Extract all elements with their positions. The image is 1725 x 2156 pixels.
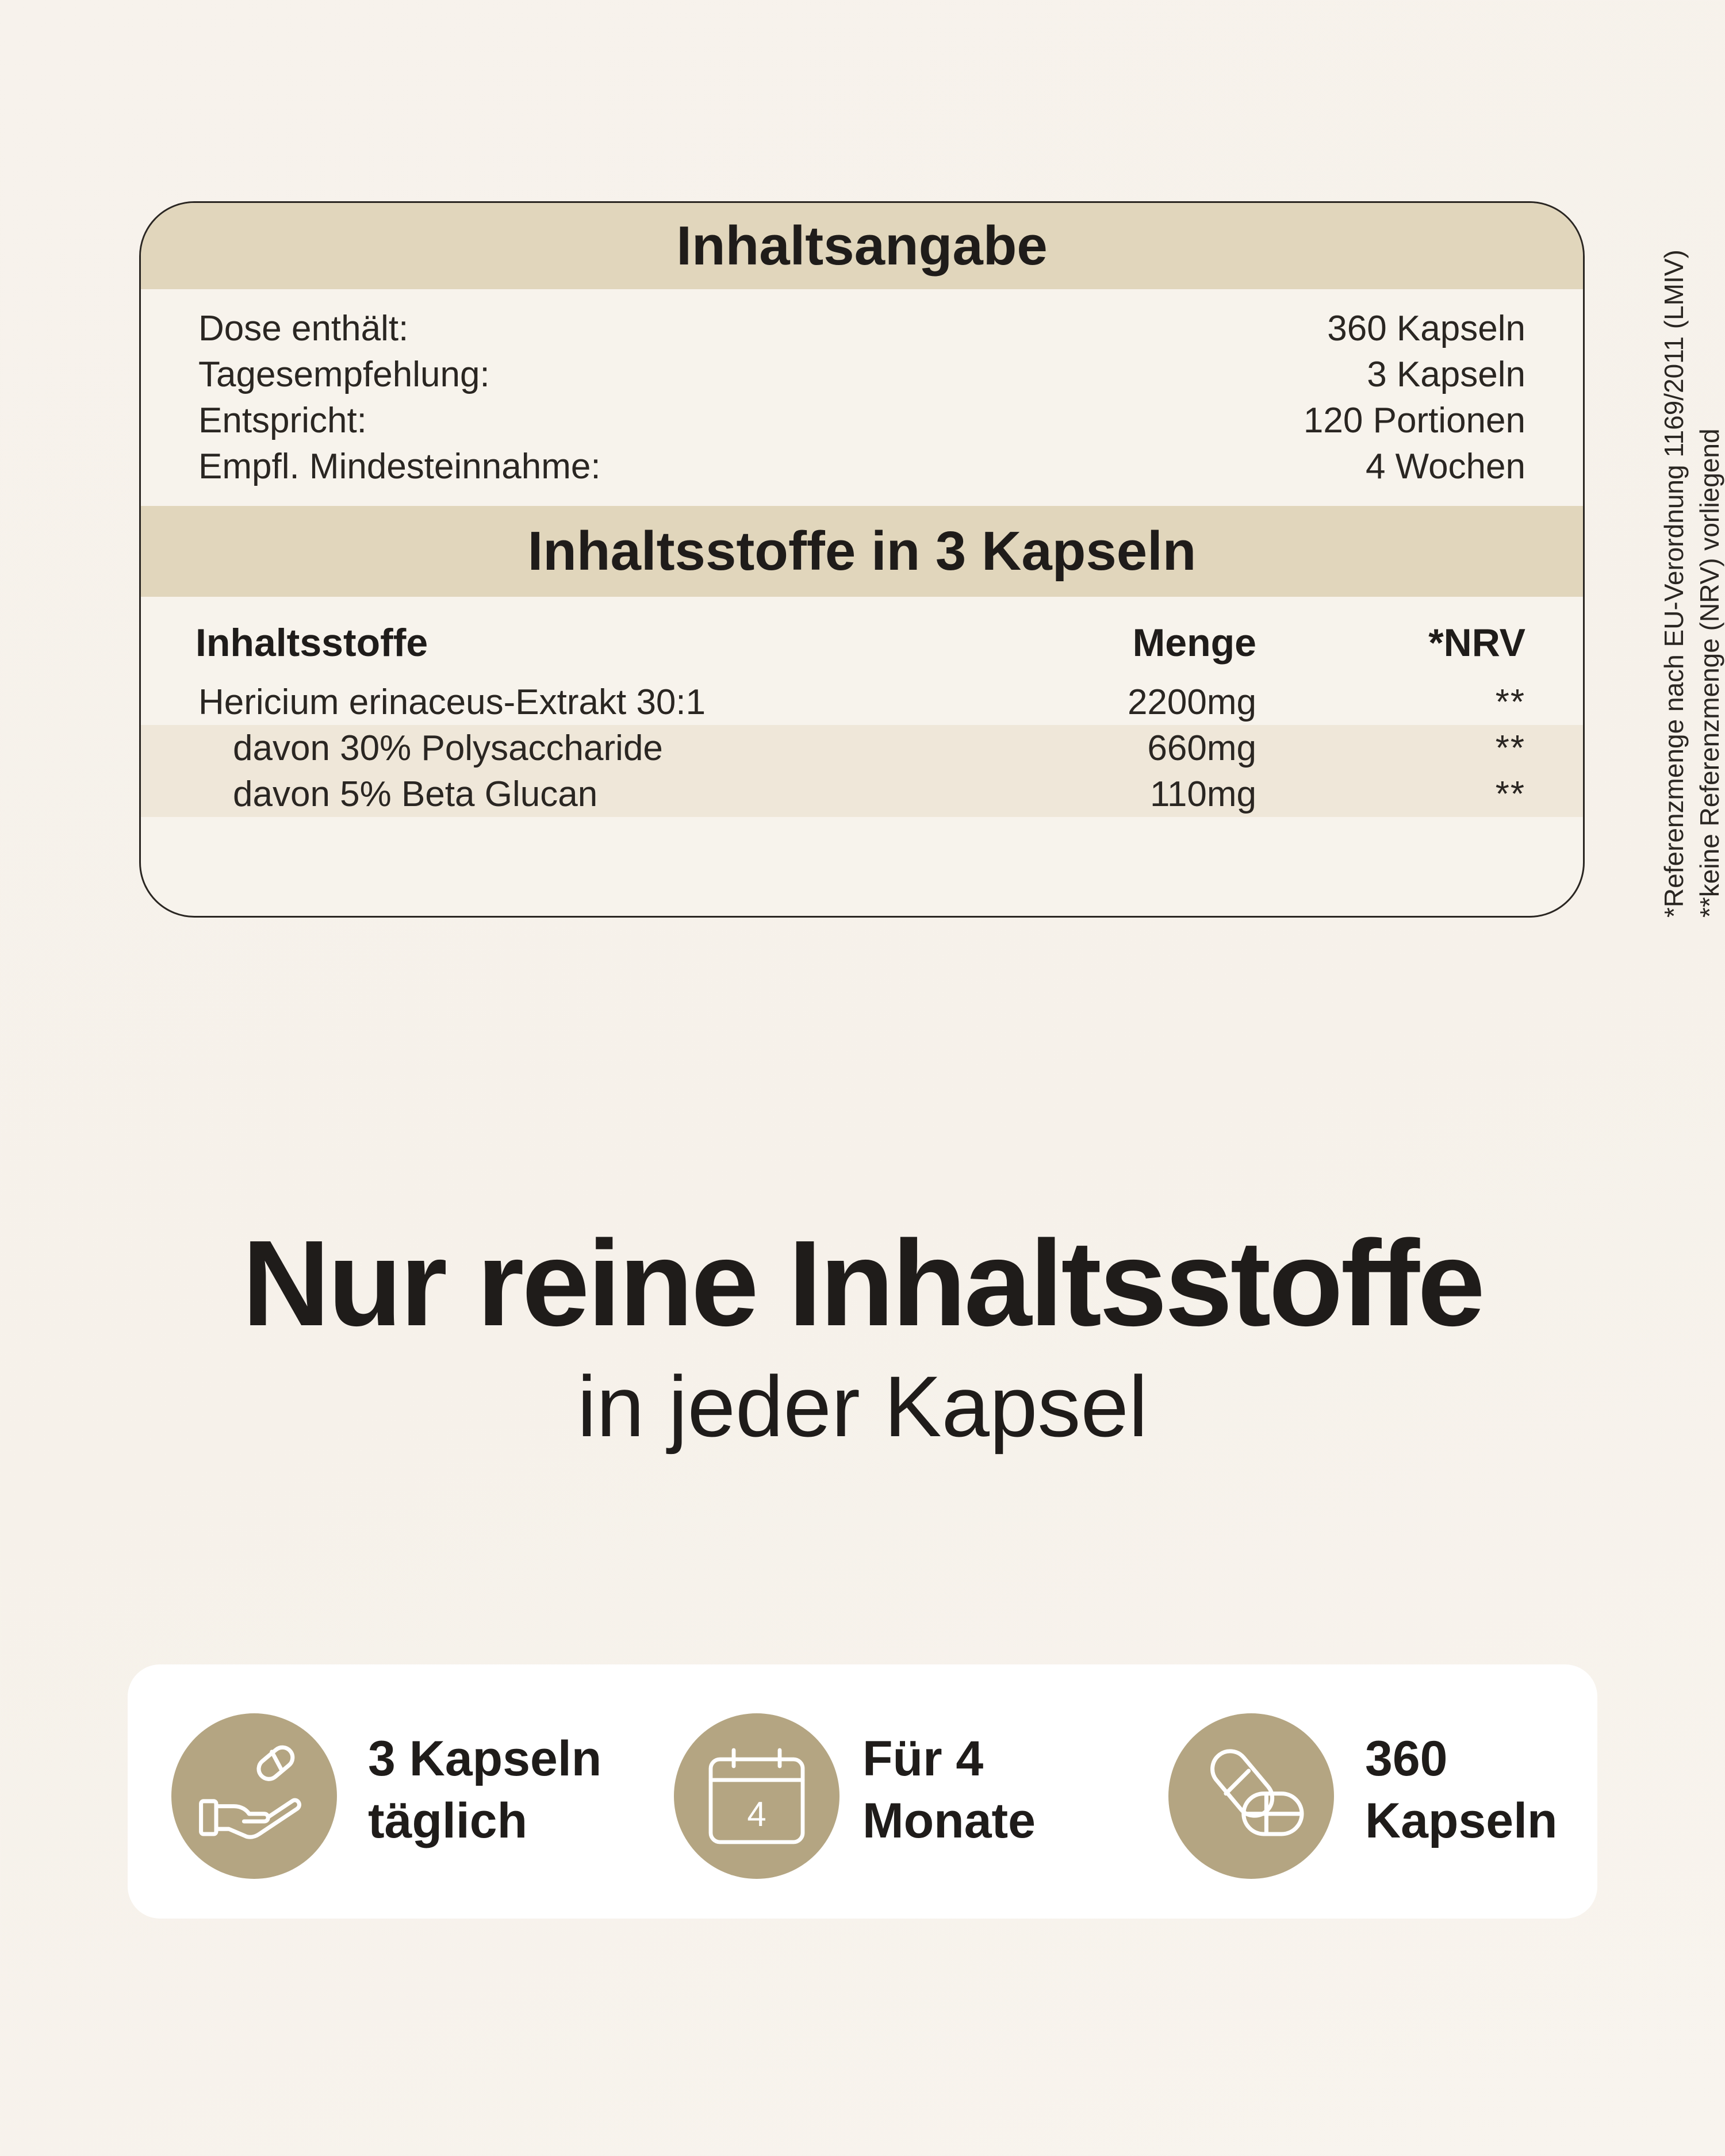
info-value: 3 Kapseln [1367, 354, 1525, 394]
info-value: 120 Portionen [1303, 400, 1525, 440]
ingredient-amount: 110mg [1150, 774, 1256, 814]
ingredient-row: davon 30% Polysaccharide 660mg ** [141, 725, 1583, 771]
feature-line: täglich [368, 1793, 528, 1848]
info-value: 4 Wochen [1365, 446, 1525, 486]
feature-line: 3 Kapseln [368, 1731, 602, 1786]
ingredient-row: Hericium erinaceus-Extrakt 30:1 2200mg *… [141, 679, 1583, 725]
info-label: Dose enthält: [198, 308, 409, 348]
ingredient-amount: 660mg [1147, 728, 1256, 768]
capsules-icon [1210, 1749, 1304, 1836]
feature-label: 3 Kapseln täglich [368, 1728, 601, 1852]
info-row: Entspricht: 120 Portionen [198, 397, 1525, 443]
ingredient-name: davon 30% Polysaccharide [233, 728, 663, 768]
ingredient-amount: 2200mg [1127, 682, 1256, 722]
feature-label: 360 Kapseln [1365, 1728, 1558, 1852]
footnotes: *Referenzmenge nach EU-Verordnung 1169/2… [1656, 193, 1725, 918]
info-row: Tagesempfehlung: 3 Kapseln [198, 351, 1525, 397]
feature-capsule-count: 360 Kapseln [1117, 1664, 1597, 1919]
ingredient-name: davon 5% Beta Glucan [233, 774, 598, 814]
footnote-no-reference: **keine Referenzmenge (NRV) vorliegend [1695, 428, 1724, 918]
ingredient-name: Hericium erinaceus-Extrakt 30:1 [198, 682, 706, 722]
nutrition-panel: Inhaltsangabe Dose enthält: 360 Kapseln … [139, 201, 1585, 918]
calendar-number: 4 [747, 1795, 766, 1833]
icon-circle: 4 [674, 1713, 839, 1879]
info-value: 360 Kapseln [1327, 308, 1525, 348]
icon-circle [171, 1713, 337, 1879]
feature-line: 360 [1365, 1731, 1448, 1786]
feature-line: Monate [862, 1793, 1036, 1848]
panel-title: Inhaltsangabe [141, 203, 1583, 289]
info-label: Entspricht: [198, 400, 367, 440]
ingredient-row: davon 5% Beta Glucan 110mg ** [141, 771, 1583, 817]
ingredient-nrv: ** [1495, 682, 1525, 722]
column-header-name: Inhaltsstoffe [195, 621, 428, 665]
subheadline: in jeder Kapsel [577, 1358, 1148, 1455]
info-row: Dose enthält: 360 Kapseln [198, 305, 1525, 351]
ingredient-nrv: ** [1495, 774, 1525, 814]
feature-daily-dose: 3 Kapseln täglich [128, 1664, 622, 1919]
feature-line: Für 4 [862, 1731, 984, 1786]
info-label: Empfl. Mindesteinnahme: [198, 446, 601, 486]
feature-duration: 4 Für 4 Monate [622, 1664, 1117, 1919]
ingredients-title: Inhaltsstoffe in 3 Kapseln [141, 506, 1583, 597]
headline: Nur reine Inhaltsstoffe [242, 1215, 1485, 1351]
info-row: Empfl. Mindesteinnahme: 4 Wochen [198, 443, 1525, 489]
feature-line: Kapseln [1365, 1793, 1558, 1848]
ingredient-nrv: ** [1495, 728, 1525, 768]
info-label: Tagesempfehlung: [198, 354, 490, 394]
hand-capsule-icon [199, 1745, 301, 1839]
feature-strip: 3 Kapseln täglich 4 Für 4 Monate [128, 1664, 1597, 1919]
column-header-amount: Menge [1132, 621, 1256, 665]
footnote-nrv-reference: *Referenzmenge nach EU-Verordnung 1169/2… [1659, 250, 1689, 918]
icon-circle [1168, 1713, 1334, 1879]
feature-label: Für 4 Monate [862, 1728, 1036, 1852]
calendar-icon: 4 [708, 1748, 805, 1844]
column-header-nrv: *NRV [1428, 621, 1525, 665]
